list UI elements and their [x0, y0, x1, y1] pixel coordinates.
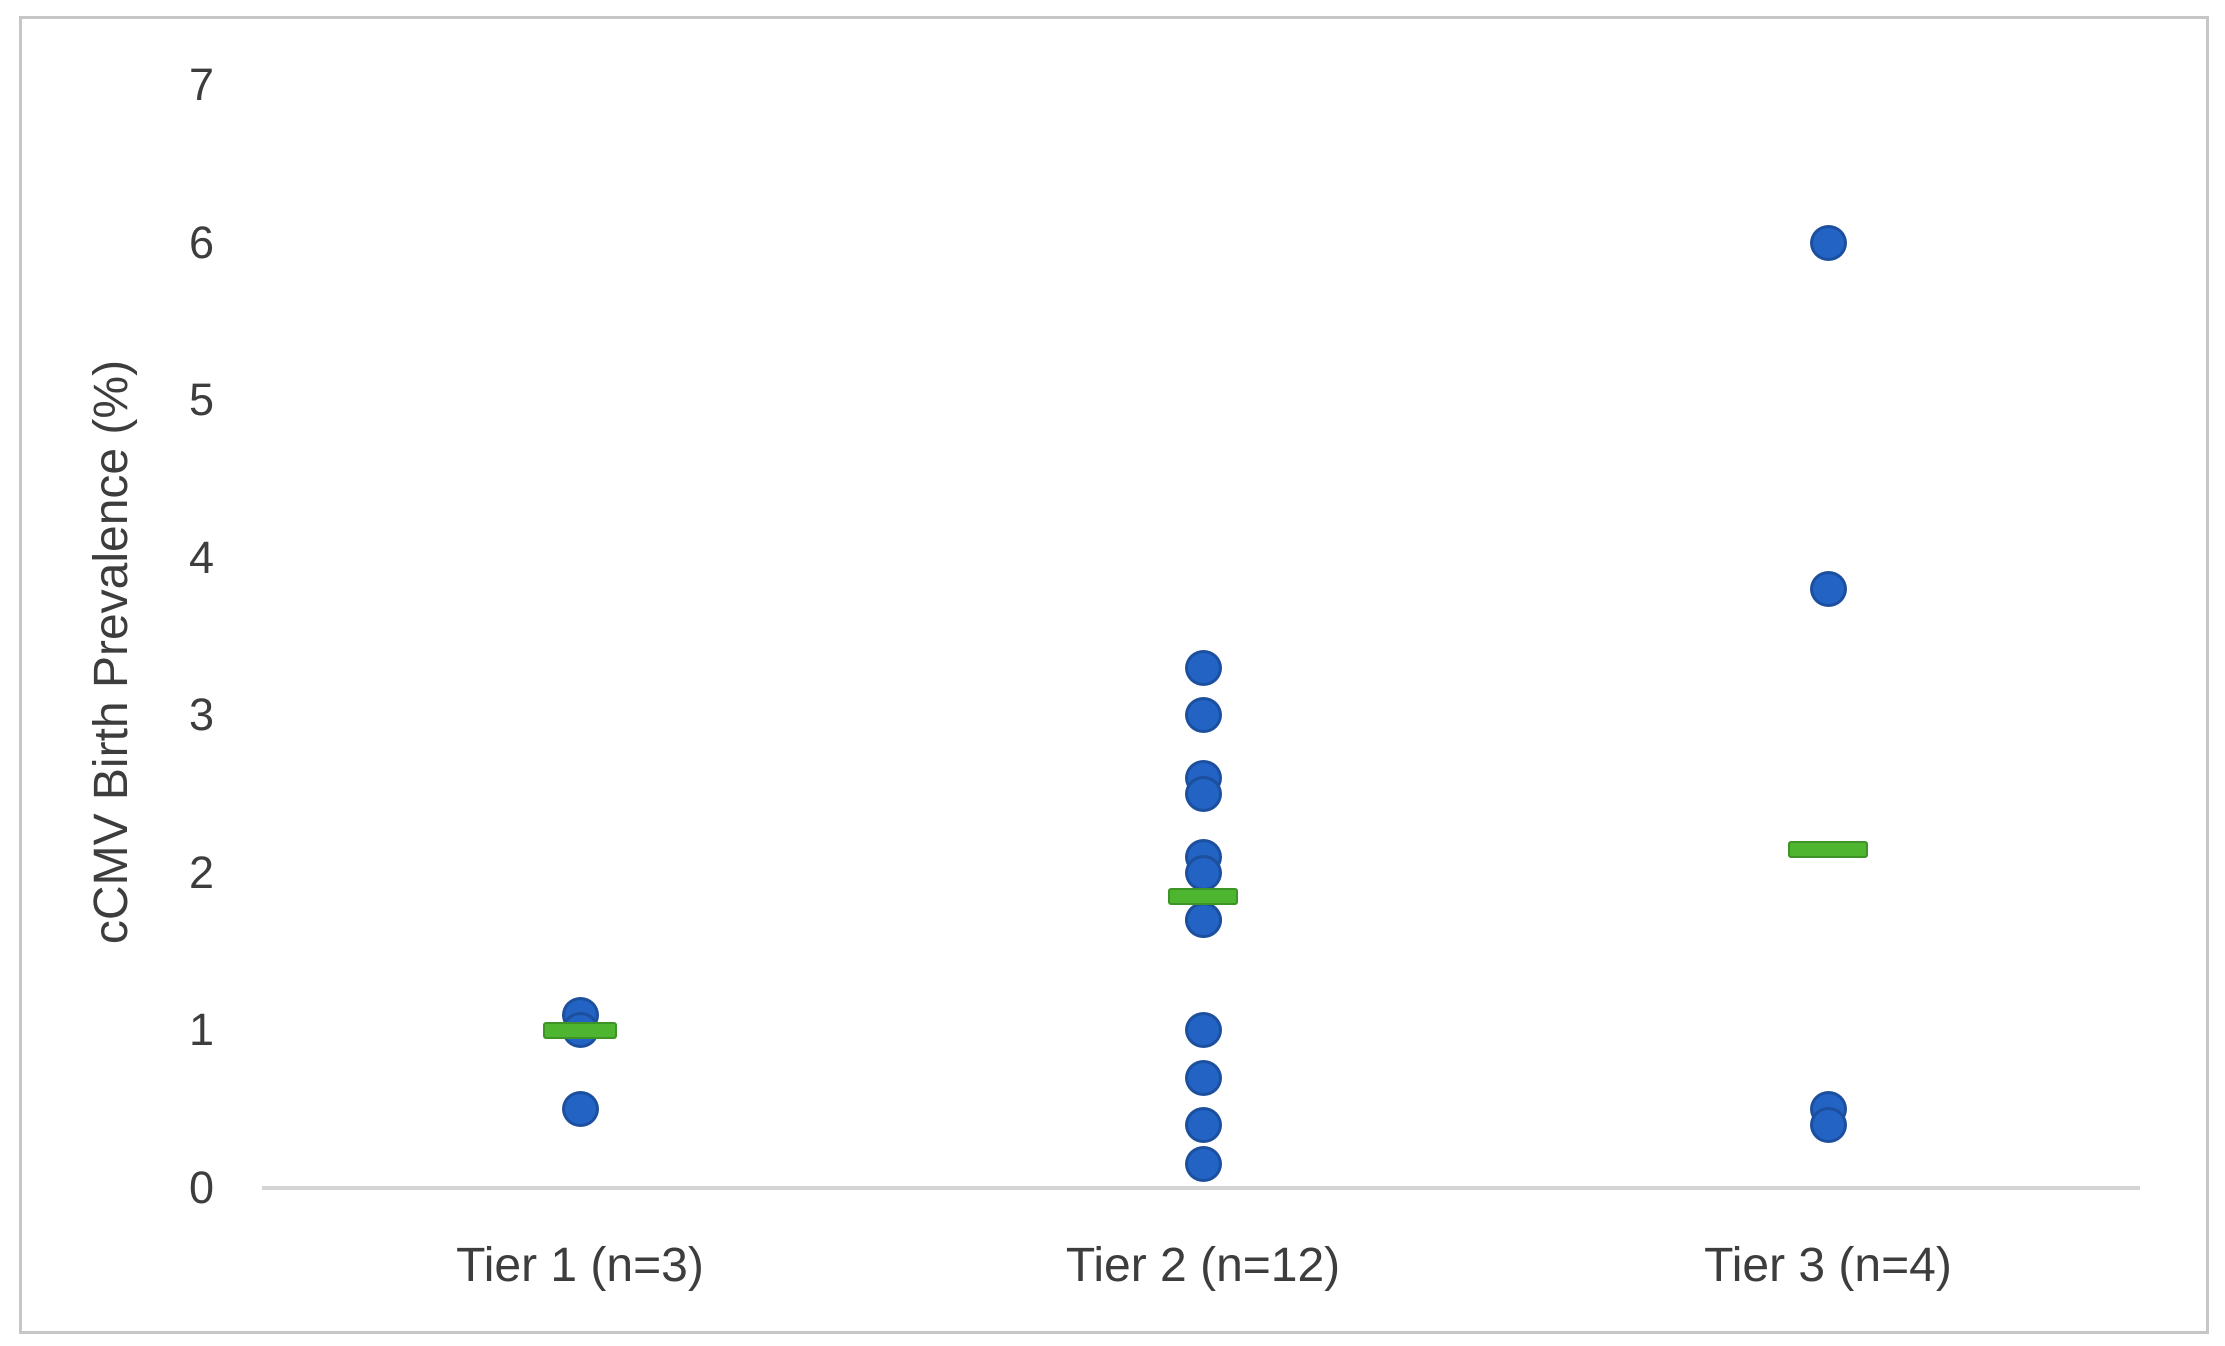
- median-marker: [543, 1021, 617, 1039]
- x-axis-label-tier-2: Tier 2 (n=12): [1065, 1239, 1341, 1292]
- data-point: [1809, 224, 1847, 261]
- median-marker: [1788, 840, 1868, 858]
- data-point: [1184, 697, 1222, 734]
- data-point: [1184, 650, 1222, 686]
- y-tick-label-3: 3: [188, 689, 214, 741]
- data-point: [1184, 902, 1222, 939]
- data-point: [1184, 1106, 1222, 1143]
- data-point: [1809, 1106, 1847, 1143]
- data-point: [1184, 1012, 1222, 1049]
- data-point: [1184, 1146, 1222, 1183]
- x-axis-line: [262, 1186, 2140, 1190]
- data-point: [561, 1091, 599, 1128]
- y-tick-label-0: 0: [188, 1162, 214, 1213]
- median-marker: [1168, 887, 1238, 905]
- data-point: [1184, 1059, 1222, 1096]
- data-point: [1184, 776, 1222, 813]
- data-point: [1184, 854, 1222, 891]
- x-axis-label-tier-3: Tier 3 (n=4): [1704, 1239, 1952, 1292]
- y-tick-label-2: 2: [188, 846, 214, 898]
- y-tick-label-1: 1: [188, 1004, 214, 1056]
- chart-border-frame: [19, 16, 2209, 1334]
- data-point: [1809, 571, 1847, 608]
- y-tick-label-4: 4: [188, 531, 214, 583]
- x-axis-label-tier-1: Tier 1 (n=3): [456, 1239, 704, 1292]
- y-tick-label-5: 5: [188, 374, 214, 426]
- y-tick-label-6: 6: [188, 216, 214, 268]
- y-axis-title: cCMV Birth Prevalence (%): [85, 359, 138, 945]
- y-tick-label-7: 7: [188, 59, 214, 110]
